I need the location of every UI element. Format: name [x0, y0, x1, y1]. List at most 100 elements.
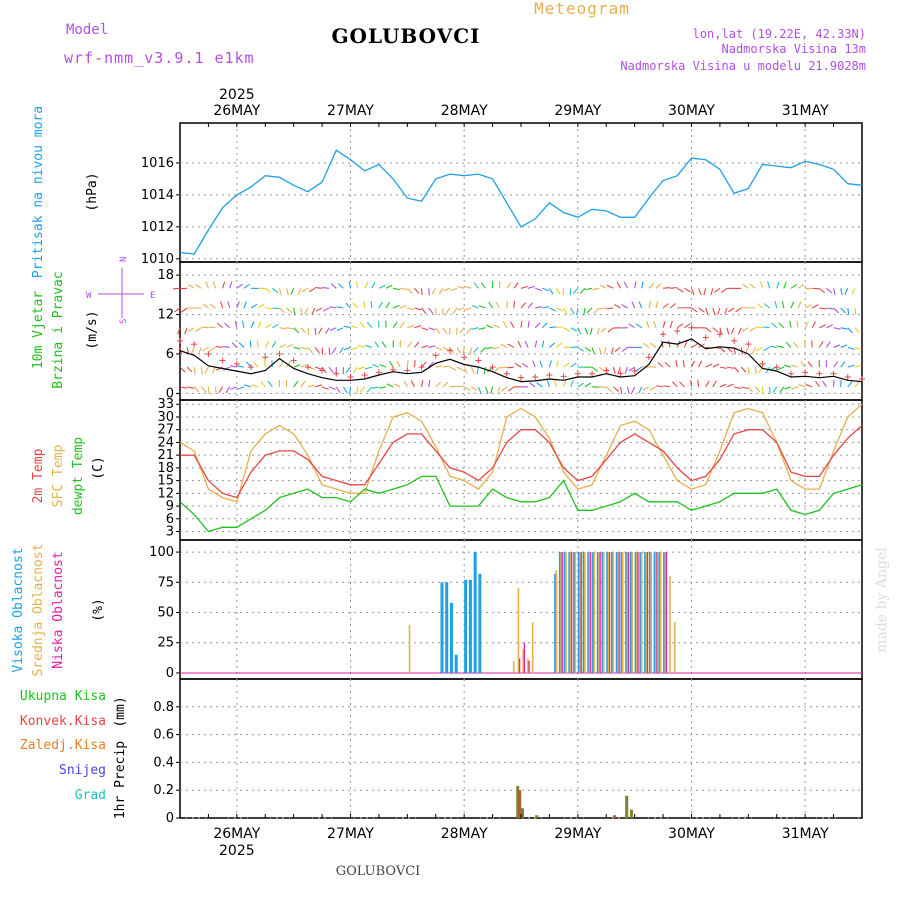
- wind-barb: [236, 365, 245, 368]
- wind-barb: [293, 327, 299, 334]
- wind-barb: [585, 287, 593, 291]
- wind-barb: [840, 288, 843, 296]
- wind-barb: [330, 283, 337, 289]
- wind-barb: [308, 287, 316, 293]
- legend-ukupna-kisa: Ukupna Kisa: [20, 689, 106, 704]
- sfc-temp-line: [179, 403, 863, 503]
- wind-barb: [209, 346, 216, 352]
- wind-barb: [691, 307, 698, 313]
- wind-barb: [202, 346, 209, 352]
- wind-barb: [759, 281, 764, 289]
- wind-barb: [762, 326, 770, 329]
- wind-barb: [473, 282, 479, 289]
- wind-barb: [428, 307, 434, 314]
- wind-barb: [483, 367, 487, 375]
- y-tick-label: 1014: [141, 188, 174, 203]
- wind-barb: [484, 386, 489, 394]
- wind-barb: [790, 301, 795, 309]
- cloud-bar: [523, 642, 525, 673]
- wind-barb: [527, 285, 535, 289]
- wind-barb: [548, 287, 554, 295]
- pressure-ylabel: Pritisak na nivou mora: [31, 106, 46, 278]
- wind-barb: [300, 307, 303, 315]
- wind-barb: [653, 320, 657, 328]
- wind-barb: [606, 307, 614, 310]
- wind-barb: [209, 303, 216, 309]
- wind-barb: [833, 288, 836, 296]
- cloud-bar: [617, 552, 619, 673]
- wind-barb: [542, 287, 550, 292]
- wind-barb: [649, 386, 657, 391]
- cloud-ylabel-1: Visoka Oblacnost: [11, 547, 26, 672]
- wind-barb: [497, 386, 501, 394]
- cloud-bar: [555, 570, 558, 673]
- wind-speed-line: [179, 338, 863, 383]
- cloud-bar: [574, 552, 577, 673]
- wind-barb: [379, 364, 387, 368]
- wind-barb: [521, 362, 529, 368]
- wind-barb: [570, 307, 575, 315]
- wind-barb: [393, 383, 401, 388]
- wind-barb: [220, 301, 224, 309]
- wind-barb: [371, 386, 380, 389]
- wind-barb: [179, 366, 186, 373]
- wind-barb: [271, 341, 277, 348]
- wind-barb: [811, 340, 813, 348]
- wind-barb: [726, 383, 734, 388]
- wind-barb: [352, 302, 359, 309]
- wind-barb: [471, 327, 479, 330]
- cloud-bar: [664, 552, 667, 673]
- wind-barb: [348, 281, 352, 289]
- wind-barb: [249, 340, 252, 348]
- wind-barb: [676, 323, 684, 329]
- wind-barb: [847, 327, 853, 334]
- wind-barb: [293, 307, 296, 315]
- wind-barb: [657, 362, 664, 368]
- wind-barb: [227, 301, 231, 309]
- wind-barb: [286, 307, 293, 314]
- wind-barb: [250, 303, 258, 309]
- wind-barb: [476, 367, 479, 375]
- wind-barb: [628, 323, 635, 329]
- cloud-bar: [468, 579, 472, 673]
- cloud-bar: [593, 552, 596, 673]
- temp-2m-line: [180, 425, 863, 499]
- wind-barb: [536, 382, 543, 388]
- wind-barb: [202, 303, 209, 309]
- wind-barb: [737, 327, 742, 335]
- wind-barb: [336, 306, 344, 309]
- cloud-unit: (%): [91, 598, 106, 621]
- wind-barb: [646, 320, 650, 328]
- wind-barb: [366, 321, 373, 329]
- wind-barb: [224, 322, 231, 329]
- wind-barb: [421, 327, 429, 331]
- wind-barb: [286, 288, 289, 296]
- wind-barb: [442, 327, 448, 334]
- wind-barb: [396, 360, 401, 368]
- cloud-bar: [609, 552, 611, 673]
- cloud-bar: [636, 552, 638, 673]
- wind-barb: [336, 327, 344, 331]
- cloud-bar: [561, 552, 563, 673]
- wind-barb: [705, 363, 713, 368]
- wind-barb: [314, 347, 320, 354]
- cloud-bar: [612, 552, 614, 673]
- wind-barb: [428, 327, 436, 331]
- y-tick-label: 1016: [141, 156, 174, 171]
- wind-barb: [763, 346, 770, 351]
- wind-barb: [204, 366, 209, 374]
- cloud-bar: [565, 552, 567, 673]
- wind-barb: [385, 301, 391, 309]
- wind-barb: [378, 301, 383, 309]
- wind-barb: [556, 326, 564, 329]
- wind-barb: [742, 283, 749, 289]
- wind-barb: [517, 340, 522, 348]
- wind-barb: [717, 307, 721, 315]
- wind-barb: [318, 327, 323, 335]
- wind-barb: [570, 380, 574, 388]
- wind-barb: [705, 307, 709, 315]
- cloud-bar: [618, 552, 620, 673]
- wind-barb: [577, 327, 582, 335]
- wind-barb: [421, 361, 427, 368]
- y-tick-label: 50: [157, 606, 174, 621]
